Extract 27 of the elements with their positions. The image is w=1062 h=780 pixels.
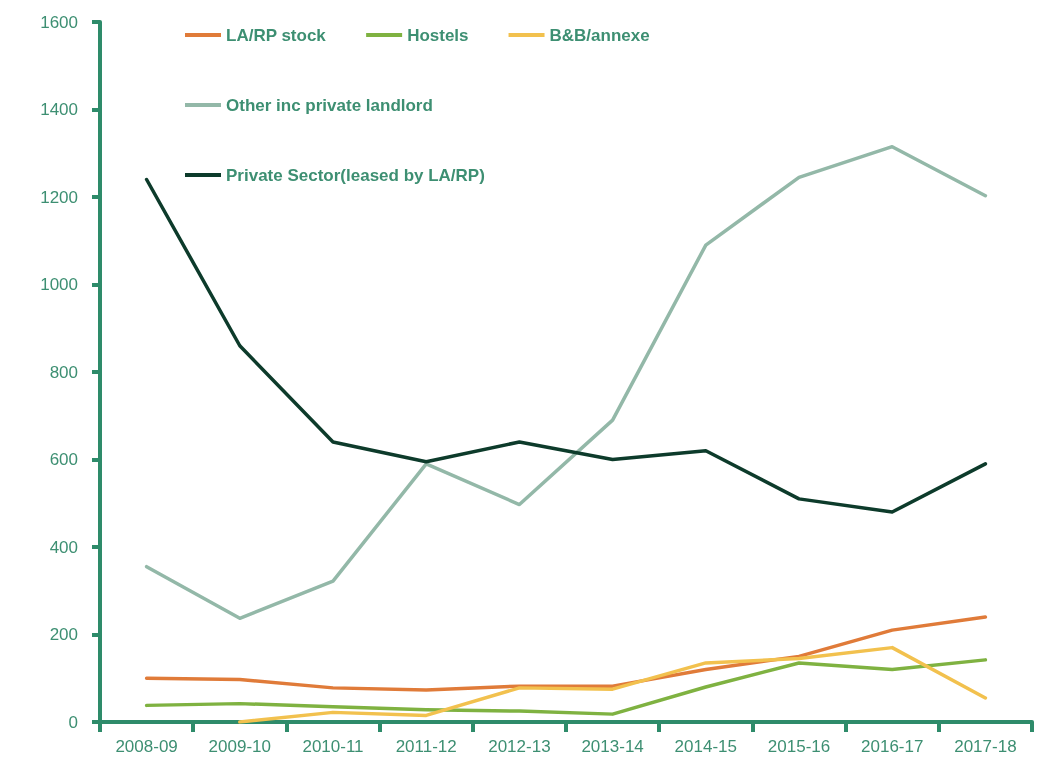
legend-label: Hostels	[407, 25, 469, 45]
x-tick-label: 2009-10	[208, 737, 271, 756]
x-tick-label: 2008-09	[115, 737, 178, 756]
y-tick-label: 1400	[40, 100, 78, 119]
x-tick-label: 2014-15	[674, 737, 737, 756]
x-tick-label: 2013-14	[581, 737, 644, 756]
legend-label: B&B/annexe	[549, 25, 650, 45]
x-tick-label: 2015-16	[767, 737, 831, 756]
x-tick-label: 2017-18	[954, 737, 1017, 756]
line-series	[144, 144, 988, 621]
y-tick-label: 200	[49, 625, 78, 644]
y-tick-label: 1200	[40, 187, 78, 207]
x-tick-label: 2012-13	[488, 737, 551, 756]
y-tick-label: 800	[49, 362, 78, 382]
legend-label: LA/RP stock	[226, 25, 327, 45]
y-tick-label: 1600	[40, 12, 78, 32]
line-series	[144, 658, 988, 716]
y-tick-label: 0	[68, 712, 78, 732]
x-tick-label: 2011-12	[395, 737, 457, 756]
x-tick-label: 2016-17	[861, 737, 924, 756]
legend-label: Private Sector(leased by LA/RP)	[226, 165, 485, 185]
y-tick-label: 400	[49, 537, 78, 557]
x-tick-label: 2010-11	[302, 737, 364, 756]
y-tick-label: 1000	[40, 275, 78, 294]
y-tick-label: 600	[49, 450, 78, 469]
line-series	[238, 645, 988, 724]
legend-label: Other inc private landlord	[226, 95, 433, 115]
